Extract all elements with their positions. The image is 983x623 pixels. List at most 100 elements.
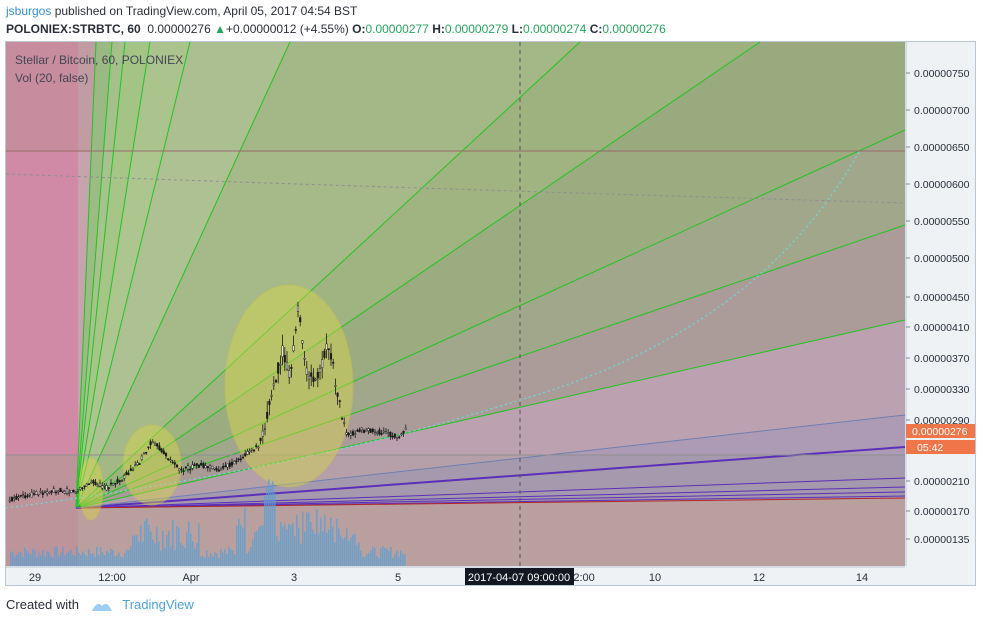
fan-line	[75, 41, 126, 509]
tradingview-brand-link[interactable]: TradingView	[122, 597, 194, 612]
volume-bar	[206, 550, 208, 566]
volume-bar	[318, 533, 320, 566]
author-link[interactable]: jsburgos	[6, 4, 52, 18]
volume-bar	[386, 548, 388, 566]
candle-body	[26, 495, 29, 498]
candle-body	[182, 470, 185, 472]
volume-bar	[294, 536, 296, 566]
highlight-ellipse	[224, 284, 354, 488]
candle-body	[52, 488, 55, 493]
candle-body	[402, 430, 405, 434]
countdown-label: 05:42	[917, 442, 943, 454]
volume-bar	[342, 539, 344, 566]
candle-body	[336, 392, 339, 397]
candle-body	[125, 471, 128, 476]
candle-body	[226, 463, 229, 468]
candle-body	[175, 464, 179, 468]
candle-body	[318, 367, 322, 373]
volume-bar	[208, 556, 210, 566]
volume-bar	[316, 509, 318, 566]
volume-bar	[384, 547, 386, 566]
candle-body	[30, 492, 33, 498]
candle-body	[70, 490, 73, 493]
volume-bar	[156, 526, 158, 566]
volume-bar	[102, 552, 104, 566]
candle-body	[21, 494, 25, 496]
candle-body	[351, 431, 355, 436]
candle-body	[68, 492, 71, 494]
price-tick-label: 0.00000410	[914, 322, 970, 334]
volume-bar	[306, 512, 308, 566]
candle-body	[259, 437, 262, 441]
volume-bar	[388, 551, 390, 566]
candle-body	[164, 452, 168, 457]
candle-body	[228, 462, 231, 467]
candle-body	[116, 479, 119, 483]
candle-body	[153, 442, 157, 446]
volume-bar	[304, 531, 306, 566]
candle-body	[307, 375, 311, 380]
countdown-tag	[906, 440, 975, 454]
candle-body	[8, 499, 11, 502]
volume-bar	[42, 549, 44, 566]
candle-body	[241, 456, 245, 459]
time-axis	[6, 567, 905, 585]
fan-line	[75, 497, 906, 509]
volume-bar	[256, 530, 258, 566]
current-price-label: 0.00000276	[912, 426, 968, 438]
volume-bar	[90, 553, 92, 566]
fan-line	[75, 477, 906, 509]
up-arrow-icon: ▲	[214, 22, 226, 36]
candle-body	[107, 487, 110, 489]
volume-bar	[312, 529, 314, 566]
tradingview-logo-icon	[91, 603, 112, 611]
volume-bar	[320, 517, 322, 566]
volume-bar	[62, 546, 64, 566]
candle-body	[303, 357, 306, 360]
time-tick-label: 3	[291, 572, 297, 584]
candle-body	[387, 432, 390, 434]
candle-body	[285, 361, 289, 370]
candle-body	[109, 482, 113, 485]
candle-body	[277, 362, 280, 374]
volume-bar	[344, 537, 346, 566]
volume-bar	[288, 523, 290, 566]
open-value: 0.00000277	[365, 22, 429, 36]
candle-body	[248, 450, 251, 453]
close-value: 0.00000276	[602, 22, 666, 36]
volume-bar	[174, 550, 176, 566]
volume-bar	[368, 552, 370, 566]
candle-body	[147, 446, 150, 449]
candle-body	[362, 430, 366, 433]
candle-body	[208, 465, 212, 469]
candle-body	[114, 482, 117, 485]
volume-bar	[260, 525, 262, 566]
candle-body	[189, 468, 192, 471]
volume-bar	[354, 533, 356, 566]
candle-body	[325, 343, 328, 350]
candle-body	[272, 383, 275, 386]
volume-bar	[120, 556, 122, 566]
volume-bar	[324, 515, 326, 566]
candle-body	[103, 484, 106, 487]
candle-body	[72, 489, 75, 493]
price-change: +0.00000012 (+4.55%)	[226, 22, 349, 36]
volume-bar	[246, 553, 248, 566]
candle-body	[131, 469, 135, 471]
candle-body	[118, 480, 121, 482]
candle-body	[156, 443, 159, 447]
volume-bar	[50, 555, 52, 566]
candle-body	[310, 372, 313, 377]
fan-line	[75, 319, 906, 509]
candle-body	[162, 450, 165, 455]
volume-bar	[362, 556, 364, 566]
volume-bar	[284, 523, 286, 566]
candle-body	[41, 492, 44, 495]
volume-bar	[192, 541, 194, 566]
crosshair-time-label: 2017-04-07 09:00:00	[468, 572, 570, 584]
volume-bar	[182, 545, 184, 566]
volume-bar	[228, 546, 230, 566]
candle-body	[24, 495, 27, 498]
candle-body	[57, 490, 60, 493]
